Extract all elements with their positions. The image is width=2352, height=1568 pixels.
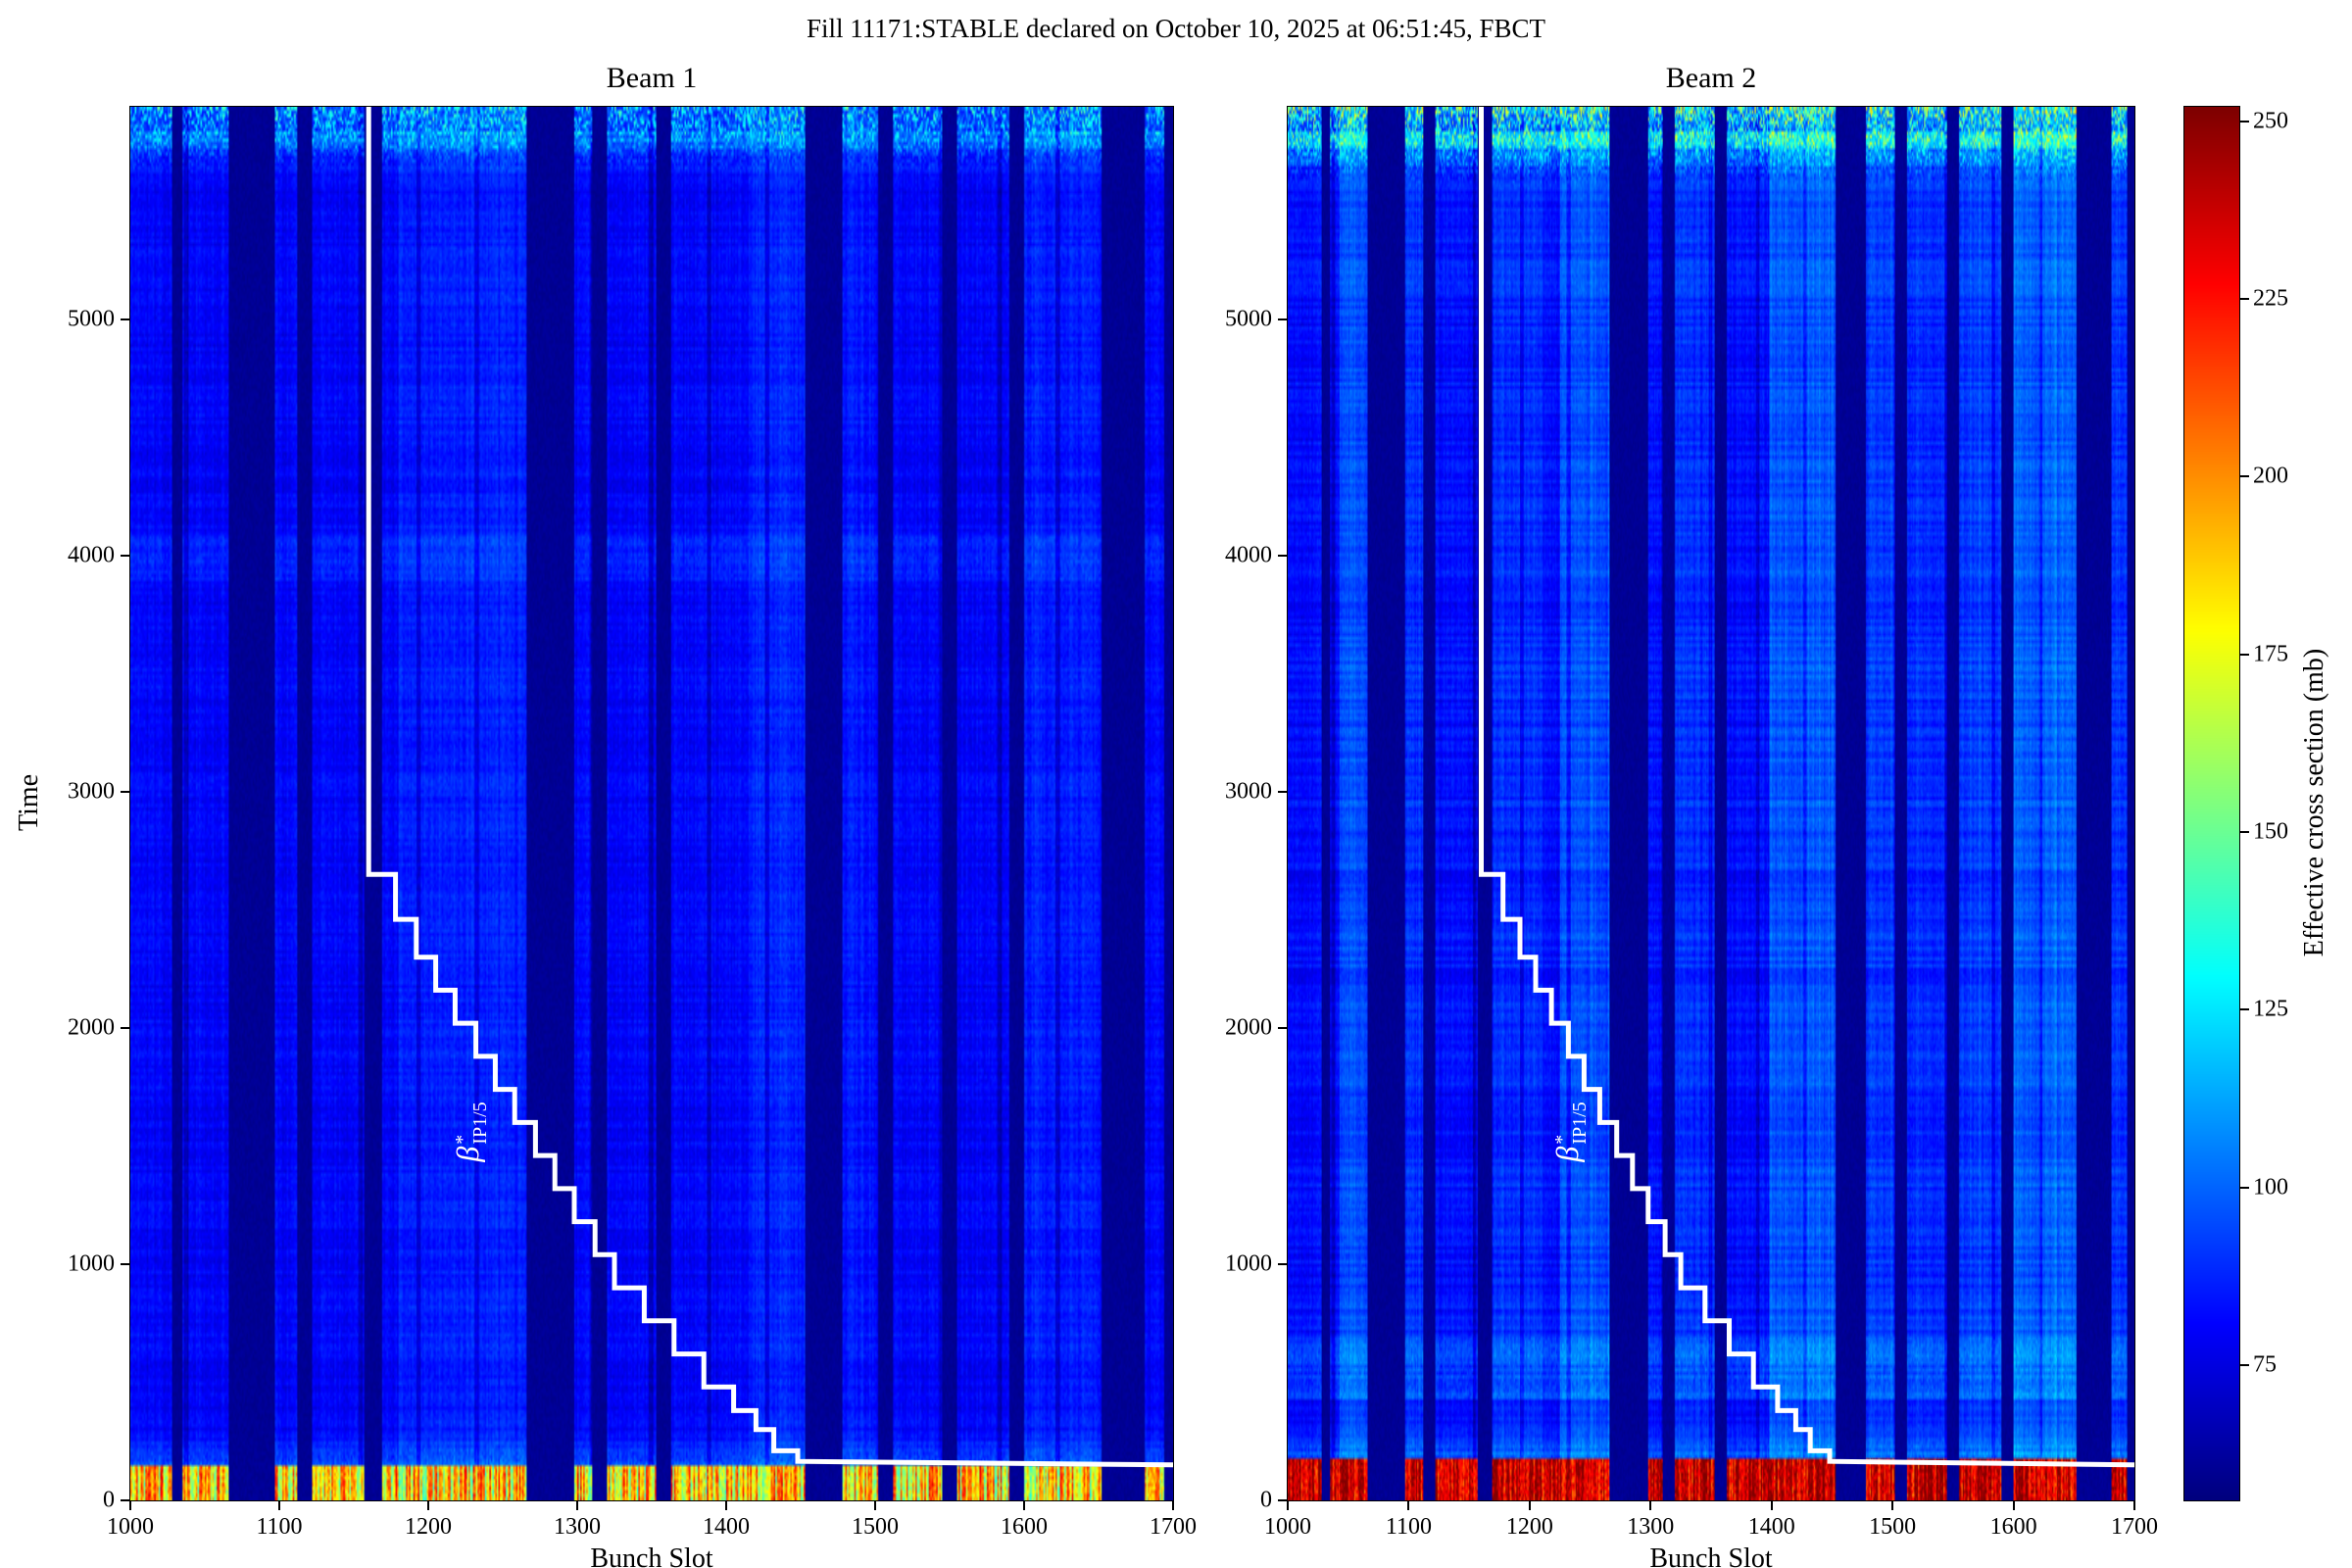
y-tick-mark xyxy=(1278,1262,1288,1265)
colorbar-tick-mark xyxy=(2239,831,2249,834)
colorbar-tick-mark xyxy=(2239,297,2249,300)
y-tick-label: 0 xyxy=(1260,1487,1272,1513)
beam1-panel: Beam 1 β * IP1/5 1000 1100 1200 1300 1400 1500 1… xyxy=(68,62,1197,1568)
y-tick-label: 2000 xyxy=(68,1014,115,1041)
x-tick-mark xyxy=(1891,1500,1894,1510)
colorbar-gradient-canvas xyxy=(2184,107,2239,1500)
beta-star-annotation: β * IP1/5 xyxy=(1548,1102,1591,1162)
y-tick-mark xyxy=(1278,554,1288,557)
beta-sup: * xyxy=(1550,1134,1573,1145)
beam2-panel: Beam 2 β * IP1/5 1000 1100 1200 1300 1400 1500 1… xyxy=(1225,62,2158,1568)
x-tick-mark xyxy=(874,1500,876,1510)
x-tick-mark xyxy=(576,1500,578,1510)
x-tick-mark xyxy=(2012,1500,2015,1510)
y-tick-label: 1000 xyxy=(68,1250,115,1277)
x-tick-mark xyxy=(427,1500,429,1510)
colorbar-tick-label: 200 xyxy=(2253,463,2288,489)
y-tick-label: 4000 xyxy=(68,542,115,568)
y-tick-mark xyxy=(1278,1499,1288,1501)
colorbar-tick-label: 125 xyxy=(2253,996,2288,1022)
colorbar-tick-mark xyxy=(2239,1364,2249,1367)
beta-symbol: β xyxy=(449,1146,485,1162)
x-tick-mark xyxy=(2133,1500,2135,1510)
x-tick-mark xyxy=(1649,1500,1652,1510)
x-tick-label: 1200 xyxy=(405,1514,452,1540)
beta-sup: * xyxy=(451,1134,473,1145)
x-tick-label: 1700 xyxy=(2111,1514,2158,1540)
beam1-title: Beam 1 xyxy=(606,62,698,94)
x-tick-label: 1000 xyxy=(107,1514,154,1540)
x-tick-mark xyxy=(725,1500,727,1510)
time-axis-label: Time xyxy=(14,773,44,832)
colorbar-tick-label: 150 xyxy=(2253,818,2288,845)
beam2-title: Beam 2 xyxy=(1665,62,1757,94)
x-tick-label: 1600 xyxy=(1001,1514,1048,1540)
figure-title: Fill 11171:STABLE declared on October 10… xyxy=(806,14,1545,43)
x-tick-label: 1500 xyxy=(852,1514,899,1540)
colorbar-tick-mark xyxy=(2239,475,2249,478)
y-tick-label: 1000 xyxy=(1225,1250,1272,1277)
beta-sub: IP1/5 xyxy=(1568,1102,1591,1145)
x-tick-mark xyxy=(1407,1500,1410,1510)
beta-star-annotation: β * IP1/5 xyxy=(449,1102,491,1162)
x-tick-label: 1400 xyxy=(703,1514,750,1540)
x-tick-label: 1300 xyxy=(554,1514,601,1540)
y-tick-label: 4000 xyxy=(1225,542,1272,568)
beta-step-line xyxy=(366,107,1174,1468)
x-tick-label: 1400 xyxy=(1747,1514,1795,1540)
x-tick-label: 1700 xyxy=(1150,1514,1197,1540)
x-tick-mark xyxy=(1023,1500,1025,1510)
x-tick-mark xyxy=(1287,1500,1289,1510)
y-tick-mark xyxy=(121,1262,130,1265)
y-tick-mark xyxy=(121,1499,130,1501)
y-tick-label: 3000 xyxy=(1225,778,1272,805)
x-tick-label: 1200 xyxy=(1505,1514,1553,1540)
beta-step-line xyxy=(1479,107,2135,1468)
y-tick-label: 5000 xyxy=(68,306,115,332)
colorbar-tick-mark xyxy=(2239,1008,2249,1011)
x-tick-mark xyxy=(1770,1500,1773,1510)
y-tick-mark xyxy=(121,318,130,320)
x-tick-label: 1000 xyxy=(1264,1514,1311,1540)
y-tick-mark xyxy=(1278,318,1288,320)
y-tick-mark xyxy=(1278,1026,1288,1029)
x-tick-mark xyxy=(1528,1500,1531,1510)
colorbar-tick-label: 75 xyxy=(2253,1351,2277,1378)
x-tick-mark xyxy=(1172,1500,1174,1510)
beam1-heatmap-canvas xyxy=(130,107,1173,1500)
colorbar-label: Effective cross section (mb) xyxy=(2299,648,2329,957)
x-tick-mark xyxy=(278,1500,280,1510)
x-tick-label: 1100 xyxy=(256,1514,303,1540)
colorbar-tick-label: 100 xyxy=(2253,1174,2288,1200)
x-tick-label: 1100 xyxy=(1385,1514,1432,1540)
colorbar-tick-label: 250 xyxy=(2253,108,2288,133)
colorbar-tick-label: 225 xyxy=(2253,285,2288,312)
y-tick-mark xyxy=(1278,790,1288,793)
beam2-xlabel: Bunch Slot xyxy=(1649,1544,1773,1568)
y-tick-mark xyxy=(121,554,130,557)
colorbar-tick-mark xyxy=(2239,653,2249,656)
beta-sub: IP1/5 xyxy=(468,1102,491,1145)
colorbar-tick-mark xyxy=(2239,120,2249,122)
beta-symbol: β xyxy=(1548,1146,1585,1162)
beam2-heatmap-canvas xyxy=(1288,107,2134,1500)
y-tick-label: 3000 xyxy=(68,778,115,805)
y-tick-mark xyxy=(121,790,130,793)
colorbar: 75 100 125 150 175 200 225 250 xyxy=(2183,106,2288,1501)
y-tick-mark xyxy=(121,1026,130,1029)
colorbar-tick-mark xyxy=(2239,1186,2249,1189)
y-tick-label: 2000 xyxy=(1225,1014,1272,1041)
x-tick-mark xyxy=(129,1500,131,1510)
y-tick-label: 5000 xyxy=(1225,306,1272,332)
beam2-step-line-overlay xyxy=(1479,107,2135,1468)
colorbar-tick-label: 175 xyxy=(2253,641,2288,667)
x-tick-label: 1600 xyxy=(1989,1514,2037,1540)
x-tick-label: 1500 xyxy=(1869,1514,1917,1540)
beam1-step-line-overlay xyxy=(366,107,1174,1468)
beam1-xlabel: Bunch Slot xyxy=(590,1544,713,1568)
y-tick-label: 0 xyxy=(103,1487,115,1513)
x-tick-label: 1300 xyxy=(1627,1514,1675,1540)
